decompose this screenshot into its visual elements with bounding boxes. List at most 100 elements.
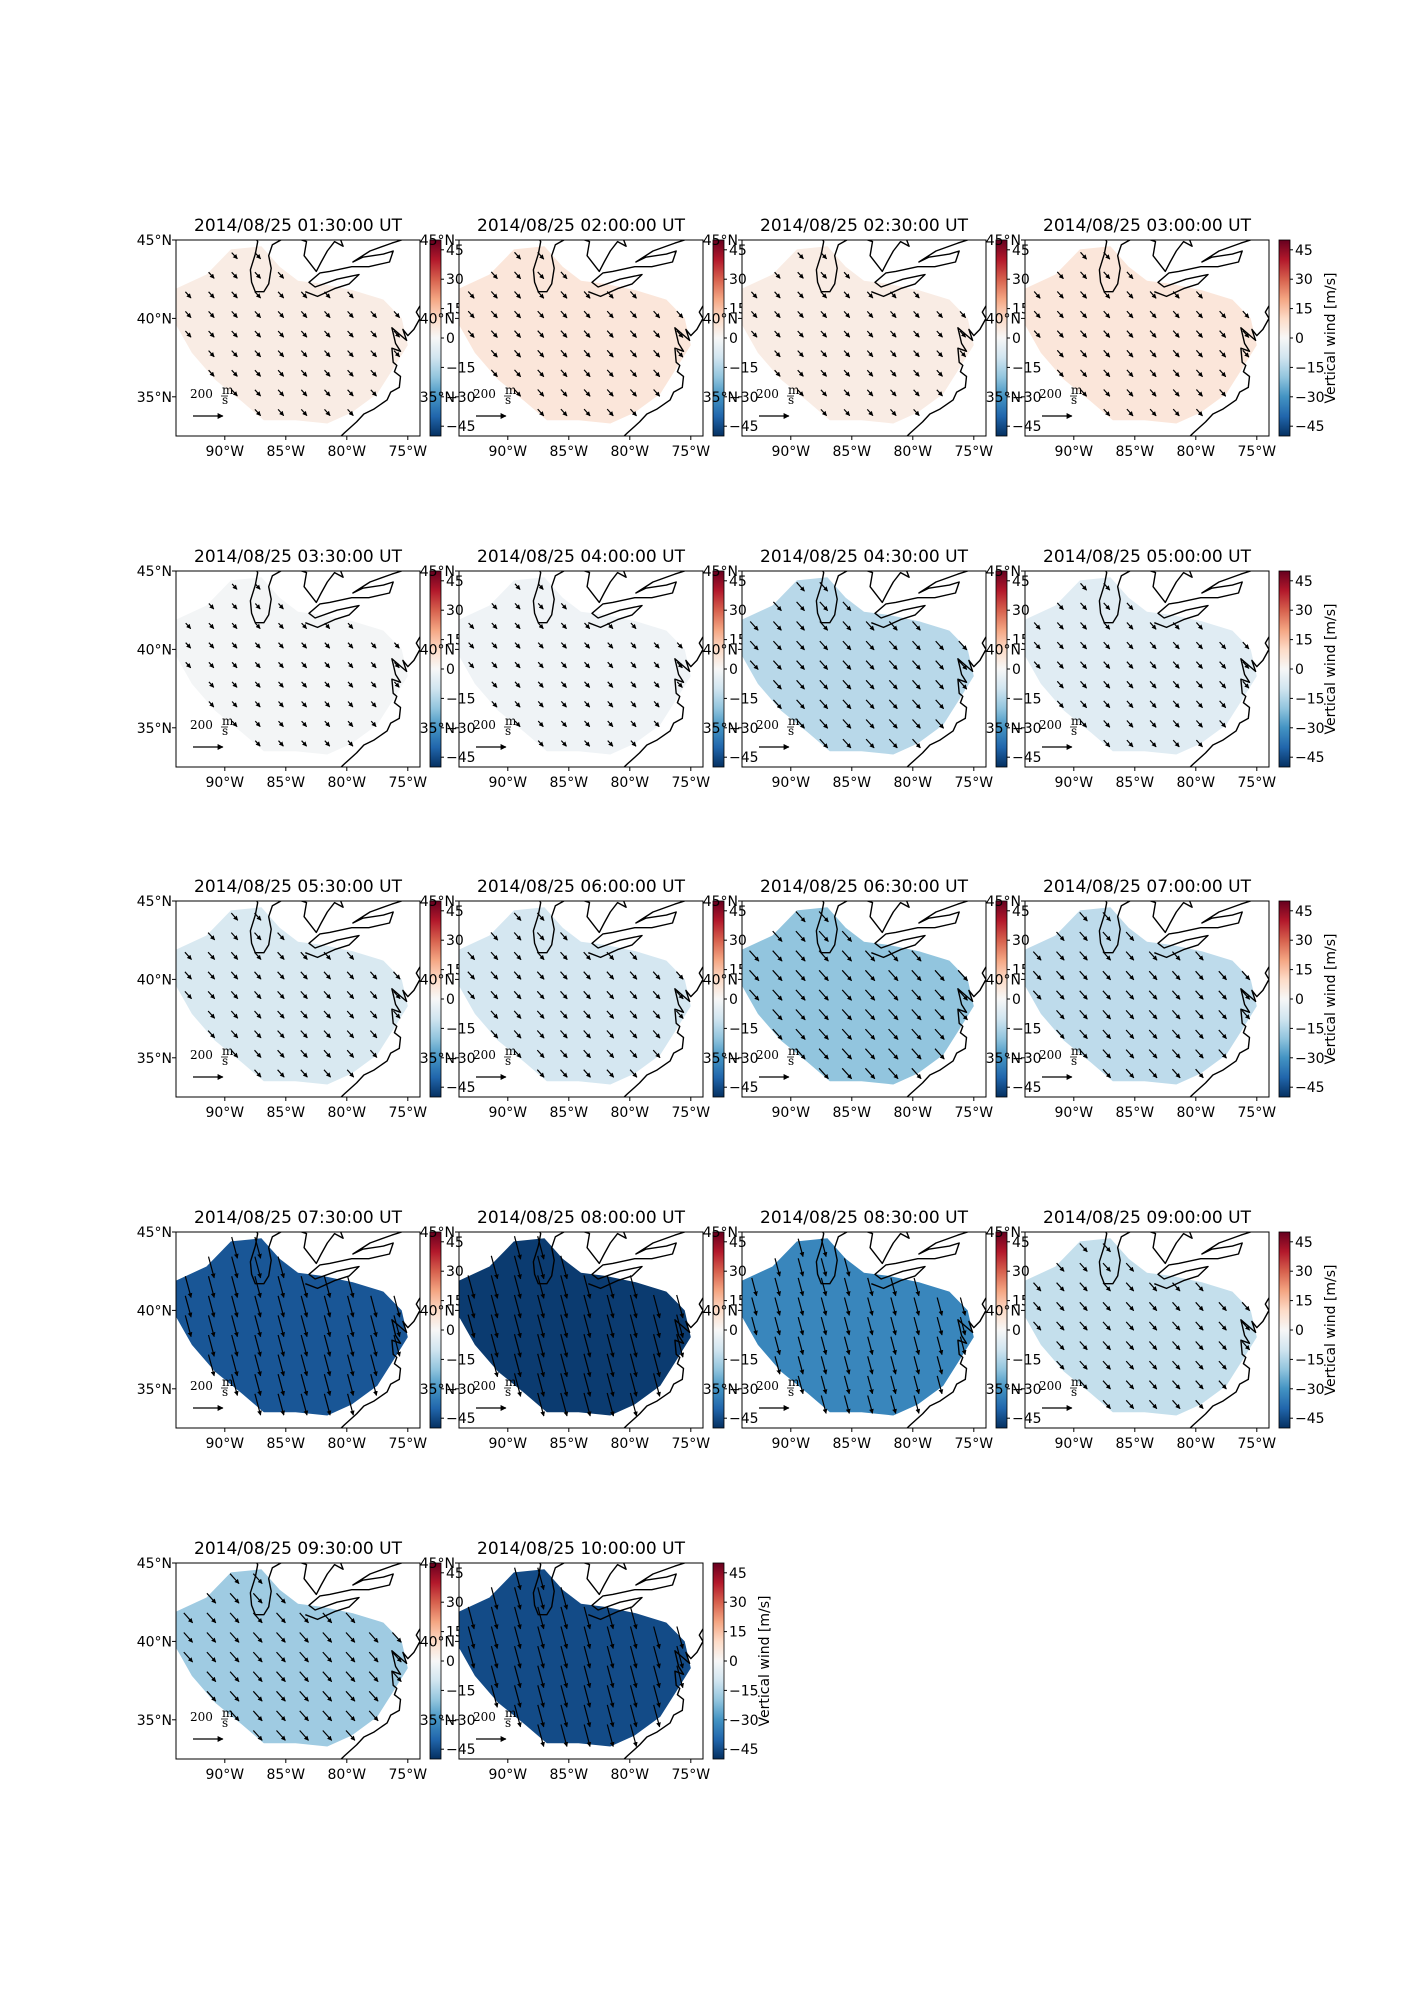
wind-arrow [795, 1028, 806, 1040]
lon-tick-label: 90°W [1054, 775, 1093, 791]
lat-tick-label: 35°N [137, 721, 172, 737]
lat-tick-label: 40°N [703, 1303, 738, 1319]
wind-arrow [514, 622, 521, 630]
wind-arrow [513, 1236, 522, 1260]
wind-arrow [560, 1373, 569, 1397]
wind-arrow [866, 389, 874, 397]
coastline [1154, 240, 1251, 298]
wind-arrow [231, 350, 238, 358]
wind-arrow [490, 369, 498, 378]
reference-value: 200 [1039, 1379, 1062, 1393]
wind-arrow [959, 350, 967, 358]
wind-arrow [1125, 951, 1135, 961]
wind-arrow [1126, 330, 1134, 338]
wind-arrow [1125, 1049, 1135, 1059]
wind-region [742, 246, 974, 424]
wind-arrow [537, 583, 544, 590]
wind-arrow [514, 291, 522, 299]
lat-tick-label: 40°N [420, 1303, 455, 1319]
wind-arrow [1171, 1009, 1181, 1020]
wind-arrow [772, 969, 783, 982]
wind-arrow [490, 291, 498, 299]
wind-arrow [653, 1314, 661, 1339]
wind-arrow [936, 350, 943, 358]
wind-arrow [370, 330, 377, 338]
wind-arrow [1195, 680, 1203, 689]
panel-title: 2014/08/25 06:00:00 UT [477, 877, 686, 897]
wind-arrow [537, 408, 545, 417]
wind-arrow [819, 601, 829, 612]
lon-tick-label: 90°W [771, 1436, 810, 1452]
wind-arrow [795, 950, 806, 962]
wind-arrow [607, 642, 614, 649]
wind-arrow [843, 1297, 851, 1316]
wind-arrow [513, 990, 522, 1000]
wind-arrow [230, 912, 239, 921]
wind-arrow [797, 252, 804, 260]
wind-arrow [278, 642, 284, 649]
lat-tick-label: 35°N [703, 1382, 738, 1398]
lon-tick-label: 80°W [1176, 775, 1215, 791]
wind-arrow [277, 1049, 285, 1058]
wind-arrow [231, 1374, 239, 1396]
wind-arrow [751, 1277, 758, 1297]
wind-arrow [536, 971, 545, 980]
wind-arrow [1080, 251, 1088, 260]
wind-arrow [772, 950, 783, 962]
wind-arrow [513, 1255, 522, 1280]
wind-arrow [560, 932, 568, 941]
lat-tick-label: 35°N [986, 390, 1021, 406]
wind-arrow [300, 408, 308, 417]
coastline [871, 1232, 968, 1290]
coastline [532, 901, 565, 954]
wind-arrow [254, 1374, 262, 1396]
map-frame [1024, 239, 1270, 437]
wind-arrow [888, 621, 898, 631]
map-area [459, 901, 703, 1097]
wind-arrow [537, 700, 544, 708]
wind-arrow [467, 330, 475, 338]
wind-arrow [1172, 680, 1180, 689]
colorbar: 45 30 15 0 −15 −30 −45 Vertical wind [m/s] [1278, 1231, 1339, 1429]
wind-arrow [393, 971, 401, 980]
wind-arrow [1102, 1029, 1112, 1040]
wind-arrow [254, 1236, 262, 1259]
wind-arrow [936, 389, 943, 397]
wind-arrow [231, 1276, 239, 1298]
colorbar-gradient [429, 239, 442, 437]
wind-arrow [560, 971, 568, 980]
lat-tick-label: 40°N [137, 1634, 172, 1650]
wind-arrow [1149, 349, 1157, 358]
lon-tick-label: 85°W [266, 775, 305, 791]
wind-arrow [323, 1295, 332, 1318]
colorbar-gradient [712, 900, 725, 1098]
colorbar-tick-label: 0 [1295, 662, 1304, 678]
wind-arrow [1172, 291, 1180, 299]
wind-arrow [207, 1334, 216, 1357]
lon-tick-label: 75°W [671, 1105, 710, 1121]
wind-arrow [277, 1276, 286, 1298]
wind-arrow [936, 369, 943, 377]
wind-arrow [208, 661, 215, 669]
wind-arrow [820, 369, 828, 377]
wind-arrow [797, 330, 804, 338]
lon-tick-label: 80°W [1176, 1436, 1215, 1452]
wind-arrow [1148, 1049, 1158, 1059]
wind-arrow [676, 1294, 685, 1319]
wind-arrow [1056, 1009, 1065, 1020]
wind-arrow [490, 330, 498, 338]
lat-tick-label: 40°N [986, 311, 1021, 327]
wind-arrow [514, 700, 521, 708]
colorbar-tick-label: −45 [446, 1742, 476, 1758]
wind-arrow [490, 1010, 499, 1019]
wind-arrow [468, 622, 475, 630]
reference-unit-bottom: s [505, 1385, 511, 1399]
coastline [299, 240, 344, 273]
wind-arrow [1242, 310, 1250, 319]
wind-arrow [890, 350, 897, 358]
reference-value: 200 [473, 1710, 496, 1724]
colorbar-tick-label: −30 [729, 1713, 759, 1729]
colorbar-tick-label: −15 [1295, 1352, 1325, 1368]
wind-arrow [772, 660, 782, 670]
wind-arrow [1219, 680, 1227, 689]
